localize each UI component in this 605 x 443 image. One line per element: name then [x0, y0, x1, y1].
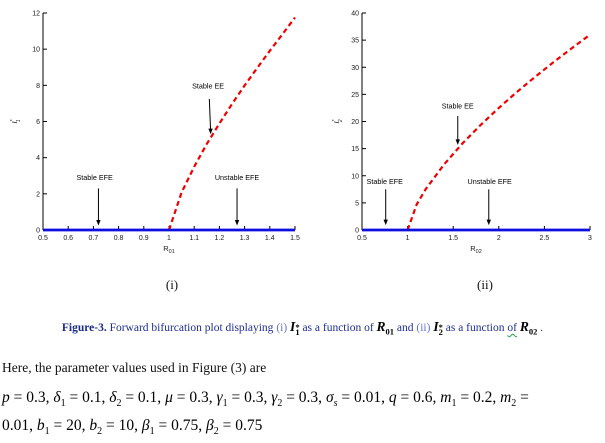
figure-caption: Figure-3. Forward bifurcation plot displ… [0, 319, 605, 337]
x-tick-label: 1.5 [290, 235, 300, 242]
annotation-label: Unstable EFE [468, 177, 513, 186]
x-tick-label: 1 [167, 235, 171, 242]
x-tick-label: 1.1 [189, 235, 199, 242]
x-tick-label: 0.5 [38, 235, 48, 242]
x-tick-label: 0.5 [357, 235, 367, 242]
x-tick-label: 1.4 [265, 235, 275, 242]
caption-text: Forward bifurcation plot displaying [109, 322, 277, 334]
x-tick-label: 1.2 [215, 235, 225, 242]
y-axis-label: I*2 [332, 118, 344, 123]
x-tick-label: 0.8 [114, 235, 124, 242]
annotation-label: Unstable EFE [215, 173, 260, 182]
y-tick-label: 25 [351, 92, 359, 99]
caption-text: as a function [445, 322, 508, 334]
caption-math-I2: I * 2 [433, 319, 443, 338]
y-tick-label: 15 [351, 146, 359, 153]
caption-period: . [540, 322, 544, 334]
caption-text: as a function of [302, 322, 377, 334]
annotation-label: Stable EFE [367, 177, 404, 186]
caption-marker-ii: (ii) [416, 322, 431, 334]
parameter-line: p = 0.3, δ1 = 0.1, δ2 = 0.1, μ = 0.3, γ1… [2, 389, 529, 410]
parameter-values-block: p = 0.3, δ1 = 0.1, δ2 = 0.1, μ = 0.3, γ1… [2, 387, 605, 443]
y-tick-label: 12 [32, 11, 40, 18]
parameter-line: 0.01, b1 = 20, b2 = 10, β1 = 0.75, β2 = … [2, 417, 263, 438]
y-tick-label: 10 [351, 173, 359, 180]
caption-word-of: of [507, 322, 517, 334]
stable-endemic-equilibrium-curve [167, 16, 296, 231]
stable-endemic-equilibrium-curve [406, 33, 591, 231]
parameters-intro-text: Here, the parameter values used in Figur… [2, 360, 267, 375]
annotation-label: Stable EE [442, 101, 474, 110]
x-tick-label: 1.3 [240, 235, 250, 242]
annotation-arrowhead [208, 128, 213, 135]
x-tick-label: 0.6 [63, 235, 73, 242]
y-tick-label: 35 [351, 38, 359, 45]
x-tick-label: 1 [406, 235, 410, 242]
annotation-arrowhead [486, 219, 491, 226]
x-tick-label: 1.5 [448, 235, 458, 242]
y-tick-label: 0 [355, 228, 359, 235]
y-tick-label: 10 [32, 47, 40, 54]
y-tick-label: 5 [355, 200, 359, 207]
annotation-arrowhead [455, 139, 460, 145]
caption-marker-i: (i) [276, 322, 288, 334]
y-tick-label: 20 [351, 119, 359, 126]
y-tick-label: 2 [36, 191, 40, 198]
annotation-arrowhead [96, 219, 101, 226]
annotation-label: Stable EFE [76, 173, 113, 182]
y-tick-label: 30 [351, 65, 359, 72]
x-tick-label: 3 [588, 235, 592, 242]
x-tick-label: 2 [497, 235, 501, 242]
bifurcation-plot-i: 0.5 0.6 0.7 0.8 0.9 1 1.1 1.2 1.3 1.4 1.5 0 2 4 6 8 10 12… [10, 11, 300, 256]
y-tick-label: 8 [36, 83, 40, 90]
x-tick-label: 0.9 [139, 235, 149, 242]
y-tick-label: 0 [36, 228, 40, 235]
x-tick-label: 2.5 [540, 235, 550, 242]
y-tick-label: 6 [36, 119, 40, 126]
caption-math-R02: R02 [519, 319, 538, 337]
panel-label-i: (i) [165, 277, 179, 292]
annotation-arrowhead [383, 219, 388, 226]
y-tick-label: 4 [36, 155, 40, 162]
panel-label-ii: (ii) [477, 277, 493, 292]
figure-caption-label: Figure-3. [61, 322, 107, 334]
caption-math-I1: I * 1 [290, 319, 300, 338]
annotation-label: Stable EE [192, 82, 224, 91]
annotation-arrow [208, 98, 212, 131]
y-axis-label: I*1 [10, 118, 22, 123]
y-tick-label: 40 [351, 11, 359, 18]
x-axis-label: R01 [163, 244, 175, 255]
x-axis-label: R02 [470, 244, 482, 255]
caption-math-R01: R01 [376, 319, 395, 337]
caption-text: and [396, 322, 417, 334]
x-tick-label: 0.7 [89, 235, 99, 242]
annotation-arrowhead [234, 219, 240, 226]
